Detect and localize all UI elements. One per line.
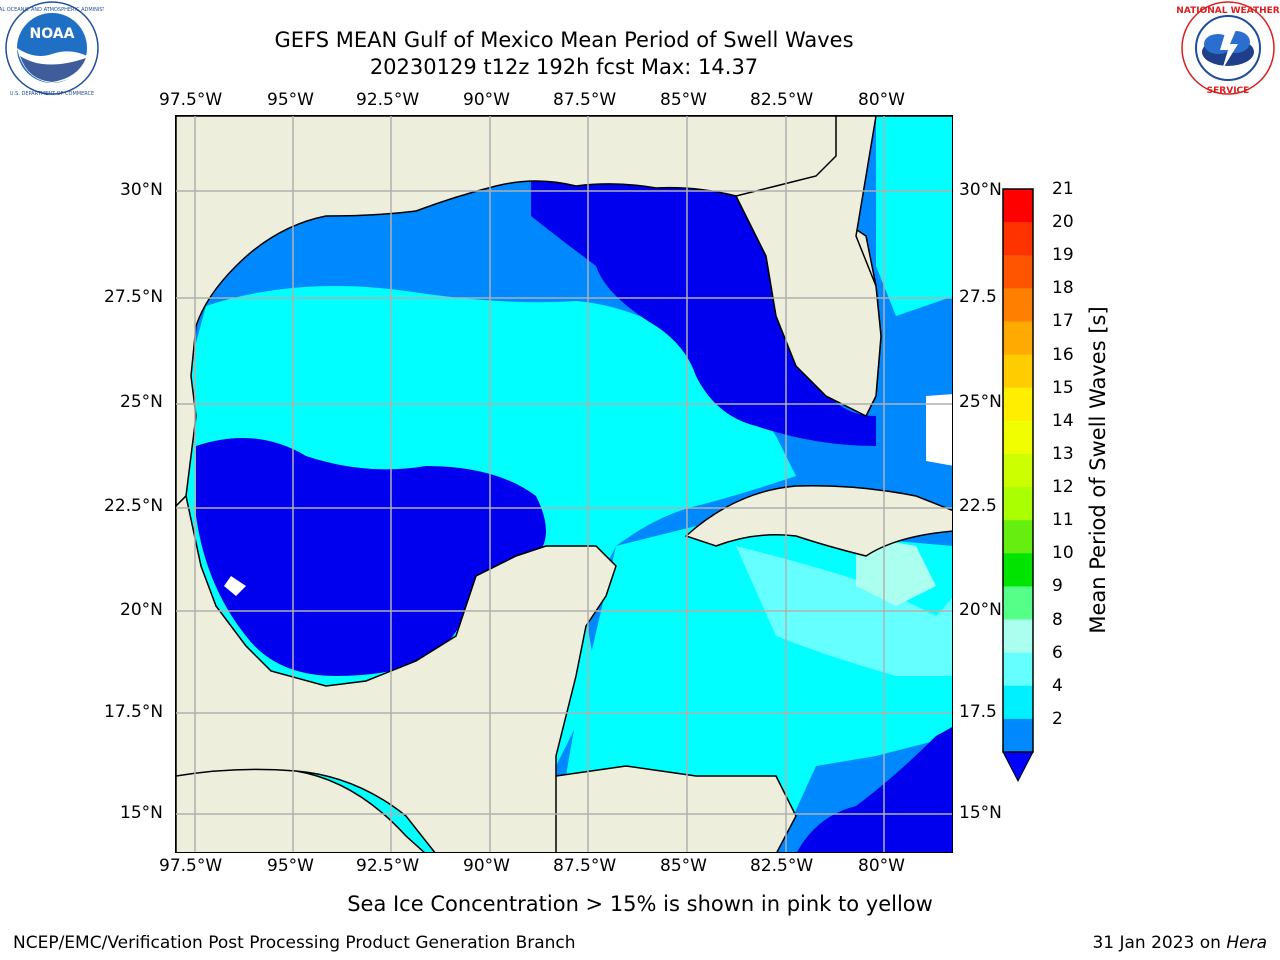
lon-label-bottom: 90°W bbox=[463, 856, 510, 876]
colorbar-cell bbox=[1003, 487, 1033, 521]
lat-label-right: 25°N bbox=[959, 392, 1002, 412]
colorbar-tick: 19 bbox=[1052, 245, 1074, 266]
no-data-patch bbox=[224, 576, 246, 596]
lon-label-bottom: 87.5°W bbox=[553, 856, 617, 876]
colorbar-tick: 9 bbox=[1052, 576, 1063, 597]
colorbar-tick: 14 bbox=[1052, 410, 1074, 431]
map-svg bbox=[176, 116, 952, 852]
land-honduras bbox=[555, 765, 797, 852]
colorbar-cell bbox=[1003, 255, 1033, 289]
colorbar-frame bbox=[1002, 188, 1034, 753]
colorbar-cell bbox=[1003, 553, 1033, 587]
colorbar-cell bbox=[1003, 387, 1033, 422]
title-line-1: GEFS MEAN Gulf of Mexico Mean Period of … bbox=[274, 28, 854, 52]
lat-label-right: 17.5 bbox=[959, 702, 997, 722]
footer-date: 31 Jan 2023 on bbox=[1092, 933, 1227, 953]
lat-label-right: 22.5 bbox=[959, 496, 997, 516]
lon-label-top: 95°W bbox=[267, 90, 314, 110]
band-2-4-south bbox=[797, 727, 952, 852]
lon-label-bottom: 97.5°W bbox=[159, 856, 223, 876]
colorbar-cell bbox=[1003, 222, 1033, 256]
map-panel bbox=[175, 115, 953, 853]
lon-label-top: 85°W bbox=[660, 90, 707, 110]
noaa-text: NOAA bbox=[30, 26, 75, 42]
band-9-10-patch bbox=[856, 536, 936, 606]
colorbar-cell bbox=[1003, 453, 1033, 488]
band-6-8-atlantic bbox=[876, 116, 952, 316]
colorbar-cell bbox=[1003, 685, 1033, 720]
lon-label-top: 80°W bbox=[858, 90, 905, 110]
colorbar-cell bbox=[1003, 718, 1033, 753]
footer-machine: Hera bbox=[1226, 933, 1267, 953]
lon-label-bottom: 85°W bbox=[660, 856, 707, 876]
lon-label-bottom: 80°W bbox=[858, 856, 905, 876]
colorbar-label: Mean Period of Swell Waves [s] bbox=[1086, 306, 1110, 634]
footer-left: NCEP/EMC/Verification Post Processing Pr… bbox=[13, 933, 576, 953]
colorbar-tick-labels: 21 20 19 18 17 16 15 14 13 12 11 10 9 8 6 4 2 bbox=[1040, 0, 1080, 960]
land-mexico-central-america bbox=[176, 494, 776, 852]
colorbar-cell bbox=[1003, 321, 1033, 356]
colorbar-tick: 8 bbox=[1052, 609, 1063, 630]
colorbar-cell bbox=[1003, 288, 1033, 322]
colorbar-under-triangle bbox=[1002, 751, 1034, 783]
lat-label-left: 17.5°N bbox=[104, 702, 164, 722]
no-data-bahamas bbox=[926, 394, 952, 466]
lat-label-left: 27.5°N bbox=[104, 287, 164, 307]
title-line-2: 20230129 t12z 192h fcst Max: 14.37 bbox=[369, 55, 759, 79]
colorbar-cell bbox=[1003, 619, 1033, 654]
colorbar-tick: 20 bbox=[1052, 212, 1074, 233]
colorbar-tick: 16 bbox=[1052, 344, 1074, 365]
noaa-logo: NOAA NATIONAL OCEANIC AND ATMOSPHERIC AD… bbox=[0, 0, 124, 100]
colorbar-tick: 4 bbox=[1052, 675, 1063, 696]
colorbar bbox=[1002, 188, 1034, 783]
colorbar-cell bbox=[1003, 586, 1033, 621]
lon-label-top: 97.5°W bbox=[159, 90, 223, 110]
svg-text:NATIONAL WEATHER: NATIONAL WEATHER bbox=[1176, 6, 1279, 16]
colorbar-cell bbox=[1003, 420, 1033, 455]
lat-label-right: 15°N bbox=[959, 803, 1002, 823]
band-2-4-west bbox=[196, 438, 546, 676]
colorbar-cell bbox=[1003, 189, 1033, 223]
svg-text:NATIONAL OCEANIC AND ATMOSPHER: NATIONAL OCEANIC AND ATMOSPHERIC ADMINIS… bbox=[0, 7, 104, 13]
svg-text:SERVICE: SERVICE bbox=[1207, 86, 1250, 96]
sea-ice-note: Sea Ice Concentration > 15% is shown in … bbox=[347, 892, 933, 916]
colorbar-tick: 2 bbox=[1052, 708, 1063, 729]
colorbar-cell bbox=[1003, 652, 1033, 687]
colorbar-tick: 15 bbox=[1052, 377, 1074, 398]
colorbar-tick: 12 bbox=[1052, 477, 1074, 498]
lat-label-left: 22.5°N bbox=[104, 496, 164, 516]
lon-label-bottom: 92.5°W bbox=[356, 856, 420, 876]
colorbar-cell bbox=[1003, 354, 1033, 389]
lat-label-right: 30°N bbox=[959, 180, 1002, 200]
lon-label-top: 92.5°W bbox=[356, 90, 420, 110]
colorbar-tick: 6 bbox=[1052, 642, 1063, 663]
lon-label-top: 87.5°W bbox=[553, 90, 617, 110]
lat-label-left: 30°N bbox=[120, 180, 163, 200]
colorbar-tick: 21 bbox=[1052, 179, 1074, 199]
colorbar-tick: 17 bbox=[1052, 311, 1074, 332]
footer-right: 31 Jan 2023 on Hera bbox=[1092, 933, 1267, 953]
svg-text:U.S. DEPARTMENT OF COMMERCE: U.S. DEPARTMENT OF COMMERCE bbox=[10, 91, 94, 97]
lat-label-left: 20°N bbox=[120, 600, 163, 620]
lon-label-top: 82.5°W bbox=[750, 90, 814, 110]
colorbar-tick: 13 bbox=[1052, 443, 1074, 464]
colorbar-cell bbox=[1003, 520, 1033, 554]
colorbar-tick: 18 bbox=[1052, 278, 1074, 299]
lon-label-top: 90°W bbox=[463, 90, 510, 110]
lat-label-left: 15°N bbox=[120, 803, 163, 823]
band-2-4-northeast bbox=[531, 176, 876, 446]
lat-label-right: 27.5 bbox=[959, 287, 997, 307]
colorbar-tick: 10 bbox=[1052, 543, 1074, 564]
lat-label-left: 25°N bbox=[120, 392, 163, 412]
lon-label-bottom: 82.5°W bbox=[750, 856, 814, 876]
grid-lines bbox=[176, 116, 952, 852]
nws-logo: NATIONAL WEATHER SERVICE bbox=[1176, 0, 1280, 100]
lon-label-bottom: 95°W bbox=[267, 856, 314, 876]
lat-label-right: 20°N bbox=[959, 600, 1002, 620]
colorbar-tick: 11 bbox=[1052, 510, 1074, 531]
